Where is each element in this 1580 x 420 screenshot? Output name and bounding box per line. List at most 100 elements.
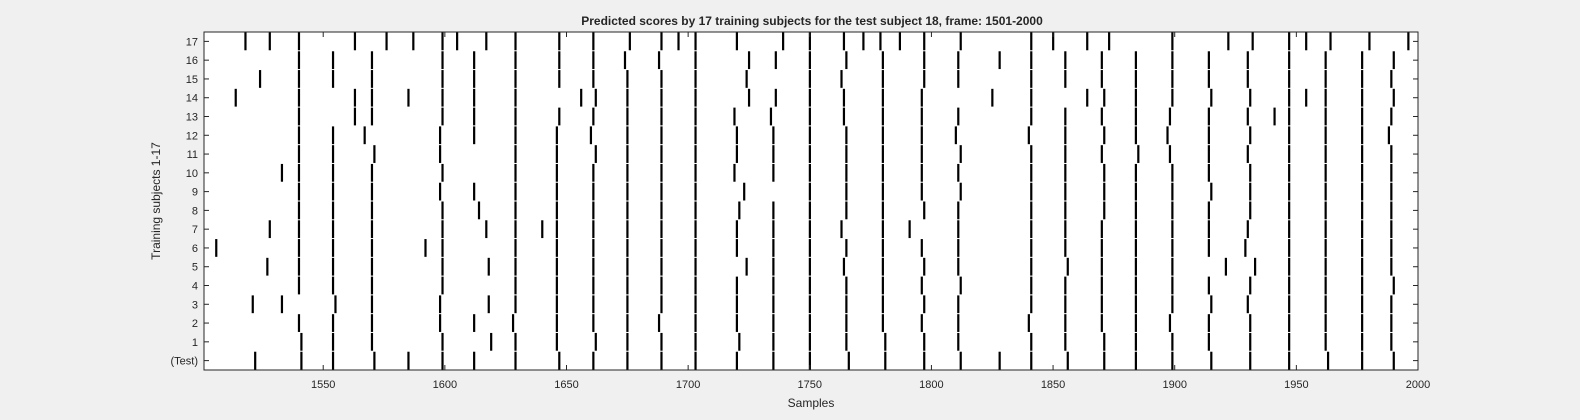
x-tick-label: 1950	[1284, 379, 1308, 391]
event-mark	[660, 257, 663, 276]
event-mark	[473, 351, 476, 370]
x-tick-label: 1700	[676, 379, 700, 391]
y-tick-label: 3	[192, 299, 198, 311]
event-mark	[592, 182, 595, 201]
event-mark	[1064, 163, 1067, 182]
event-mark	[441, 88, 444, 107]
event-mark	[353, 107, 357, 126]
event-mark	[881, 107, 884, 126]
event-mark	[660, 145, 663, 163]
y-tick-label: 15	[186, 74, 198, 86]
y-tick-label: 14	[186, 93, 198, 105]
event-mark	[845, 126, 848, 145]
event-mark	[407, 88, 410, 107]
event-mark	[1103, 182, 1106, 201]
event-mark	[1361, 88, 1364, 107]
y-tick-label: 9	[192, 187, 198, 199]
event-mark	[1030, 70, 1033, 88]
event-mark	[657, 314, 661, 332]
event-mark	[842, 257, 846, 276]
event-mark	[1030, 107, 1033, 126]
event-mark	[738, 332, 741, 351]
event-mark	[487, 295, 490, 314]
event-mark	[514, 239, 517, 257]
event-mark	[1361, 314, 1364, 332]
event-mark	[1249, 314, 1252, 332]
event-mark	[424, 239, 427, 257]
y-tick-label: (Test)	[171, 356, 199, 368]
event-mark	[1134, 257, 1137, 276]
event-mark	[957, 70, 960, 88]
event-mark	[555, 126, 558, 145]
event-mark	[660, 70, 663, 88]
event-mark	[1361, 351, 1364, 370]
event-mark	[1108, 32, 1111, 51]
event-mark	[514, 201, 517, 220]
event-mark	[1100, 276, 1103, 295]
y-tick-label: 11	[187, 149, 198, 161]
event-mark	[1100, 107, 1103, 126]
event-mark	[1392, 276, 1395, 295]
event-mark	[738, 201, 741, 220]
event-marks	[215, 32, 1410, 370]
x-tick-label: 1850	[1041, 379, 1065, 391]
event-mark	[840, 70, 843, 88]
event-mark	[660, 88, 663, 107]
event-mark	[1134, 126, 1137, 145]
event-mark	[297, 257, 301, 276]
event-mark	[991, 88, 994, 107]
event-mark	[1387, 126, 1391, 145]
event-mark	[1207, 239, 1210, 257]
event-mark	[1103, 88, 1106, 107]
event-mark	[1100, 257, 1103, 276]
event-mark	[1249, 88, 1252, 107]
event-mark	[1030, 239, 1033, 257]
event-mark	[473, 126, 476, 145]
event-mark	[735, 351, 738, 370]
event-mark	[1390, 145, 1393, 163]
event-mark	[881, 182, 884, 201]
event-mark	[251, 295, 254, 314]
event-mark	[1246, 51, 1249, 70]
event-mark	[735, 314, 738, 332]
event-mark	[1134, 239, 1137, 257]
event-mark	[1168, 145, 1172, 163]
event-mark	[438, 145, 442, 163]
event-mark	[694, 276, 697, 295]
event-mark	[297, 51, 301, 70]
event-mark	[1210, 295, 1213, 314]
event-mark	[626, 70, 629, 88]
event-mark	[1064, 314, 1067, 332]
event-mark	[1324, 70, 1327, 88]
event-mark	[1361, 220, 1364, 239]
event-mark	[1273, 107, 1276, 126]
event-mark	[660, 32, 663, 51]
event-mark	[660, 332, 663, 351]
event-mark	[898, 32, 901, 51]
event-mark	[884, 351, 887, 370]
event-mark	[1361, 332, 1364, 351]
event-mark	[280, 295, 284, 314]
event-mark	[660, 276, 663, 295]
event-mark	[441, 276, 444, 295]
event-mark	[555, 220, 558, 239]
event-mark	[1134, 276, 1137, 295]
event-mark	[1288, 276, 1291, 295]
event-mark	[1288, 107, 1291, 126]
event-mark	[1249, 332, 1252, 351]
event-mark	[842, 88, 846, 107]
event-mark	[485, 220, 488, 239]
event-mark	[331, 51, 335, 70]
event-mark	[1027, 314, 1030, 332]
event-mark	[772, 276, 775, 295]
event-mark	[594, 332, 597, 351]
event-mark	[660, 107, 663, 126]
event-mark	[957, 201, 960, 220]
event-mark	[1361, 257, 1364, 276]
y-tick-label: 5	[192, 262, 198, 274]
event-mark	[514, 220, 517, 239]
event-mark	[957, 257, 960, 276]
event-mark	[1103, 163, 1106, 182]
event-mark	[735, 126, 738, 145]
event-mark	[438, 182, 442, 201]
